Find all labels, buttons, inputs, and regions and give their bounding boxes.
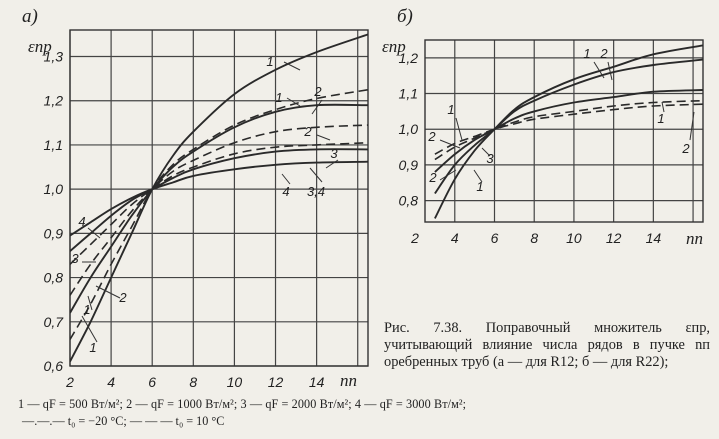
label-leader: [87, 227, 101, 239]
series-label: 4: [78, 214, 85, 229]
x-tick-label: 8: [189, 374, 197, 390]
x-tick-label: 4: [451, 230, 459, 246]
plot-frame: [69, 29, 369, 367]
y-tick-label: 1,3: [44, 49, 64, 65]
label-leader: [286, 97, 301, 107]
x-tick-label: 14: [646, 230, 662, 246]
label-leader: [455, 117, 463, 141]
y-tick-label: 0,9: [44, 225, 64, 241]
series-label: 2: [681, 141, 690, 156]
series-label: 1: [447, 102, 454, 117]
series-line-3-dashed: [70, 141, 368, 265]
series-label: 2: [427, 129, 436, 144]
series-line-2-dashed: [434, 103, 703, 155]
series-label: 2: [118, 290, 127, 305]
series-line-2-dashed: [70, 124, 368, 296]
x-axis-label: nп: [686, 229, 703, 248]
x-tick-label: 4: [107, 374, 115, 390]
plot-frame: [424, 39, 704, 223]
series-group: [434, 44, 703, 219]
series-label: 1: [275, 90, 282, 105]
label-leader: [607, 61, 613, 81]
label-leader: [325, 159, 339, 169]
series-label: 1: [89, 340, 96, 355]
series-label: 3: [330, 146, 338, 161]
x-tick-label: 10: [566, 230, 582, 246]
series-label: 2: [599, 46, 608, 61]
series-label: 1: [657, 111, 664, 126]
series-line-3-4-solid: [70, 148, 368, 252]
series-line-1-dashed: [434, 99, 703, 161]
series-label: 1: [266, 54, 273, 69]
series-label: 1: [583, 46, 590, 61]
y-tick-label: 1,0: [44, 181, 64, 197]
series-label: 2: [303, 124, 312, 139]
series-line-2-solid: [434, 58, 703, 195]
label-leader: [689, 111, 695, 141]
y-tick-label: 1,2: [44, 93, 64, 109]
series-line-1-solid: [434, 44, 703, 219]
label-leader: [439, 139, 461, 149]
label-leader: [283, 61, 301, 71]
y-tick-label: 0,8: [399, 193, 419, 209]
y-tick-label: 1,0: [399, 121, 419, 137]
panel-label: а): [22, 6, 38, 27]
x-axis-label: nп: [340, 371, 357, 390]
y-tick-label: 1,1: [44, 137, 63, 153]
y-tick-label: 0,6: [44, 358, 64, 374]
series-label: 4: [282, 184, 289, 199]
label-leader: [661, 101, 665, 113]
series-label: 1: [83, 302, 90, 317]
y-tick-label: 0,7: [44, 314, 65, 330]
label-leader: [95, 285, 121, 299]
figure-caption: Рис. 7.38. Поправочный множитель εпр, уч…: [384, 320, 710, 370]
series-line-3-solid: [434, 89, 703, 173]
series-label: 3: [486, 151, 494, 166]
x-tick-label: 12: [268, 374, 284, 390]
x-tick-label: 14: [309, 374, 325, 390]
y-tick-label: 0,8: [44, 270, 64, 286]
label-leader: [87, 295, 93, 311]
series-line-4-solid: [70, 160, 368, 237]
label-leader: [309, 167, 323, 183]
x-tick-label: 10: [227, 374, 243, 390]
label-leader: [593, 61, 605, 79]
series-line-1-dashed: [70, 88, 368, 340]
x-tick-label: 2: [65, 374, 74, 390]
label-leader: [473, 169, 483, 183]
label-leader: [439, 169, 457, 181]
x-tick-label: 6: [491, 230, 499, 246]
label-leader: [311, 99, 323, 115]
legend-line-2: —.—.— t₀ = −20 °C; — — — t₀ = 10 °C: [22, 414, 225, 428]
y-tick-label: 1,2: [399, 50, 419, 66]
label-leader: [316, 134, 331, 141]
series-label: 3,4: [307, 184, 325, 199]
y-tick-label: 1,1: [399, 86, 418, 102]
label-leader: [281, 173, 291, 185]
series-label: 2: [313, 84, 322, 99]
label-leader: [481, 147, 491, 157]
x-tick-label: 8: [530, 230, 538, 246]
legend-line-1: 1 — qF = 500 Вт/м²; 2 — qF = 1000 Вт/м²;…: [18, 397, 467, 411]
series-label: 2: [428, 170, 437, 185]
x-tick-label: 12: [606, 230, 622, 246]
y-tick-label: 0,9: [399, 157, 419, 173]
series-line-2-solid: [70, 103, 368, 314]
y-axis-label: εпр: [28, 37, 52, 56]
grid: [425, 40, 703, 222]
series-label: 3: [71, 251, 79, 266]
chart-a: 2 4 6 8 10 12 140,60,70,80,91,01,11,21,3а)εпрn…: [22, 6, 369, 390]
panel-label: б): [397, 6, 413, 27]
series-label: 1: [476, 179, 483, 194]
series-group: [70, 33, 368, 363]
y-axis-label: εпр: [382, 37, 406, 56]
x-tick-label: 2: [410, 230, 419, 246]
label-leader: [81, 315, 98, 343]
x-tick-label: 6: [148, 374, 156, 390]
